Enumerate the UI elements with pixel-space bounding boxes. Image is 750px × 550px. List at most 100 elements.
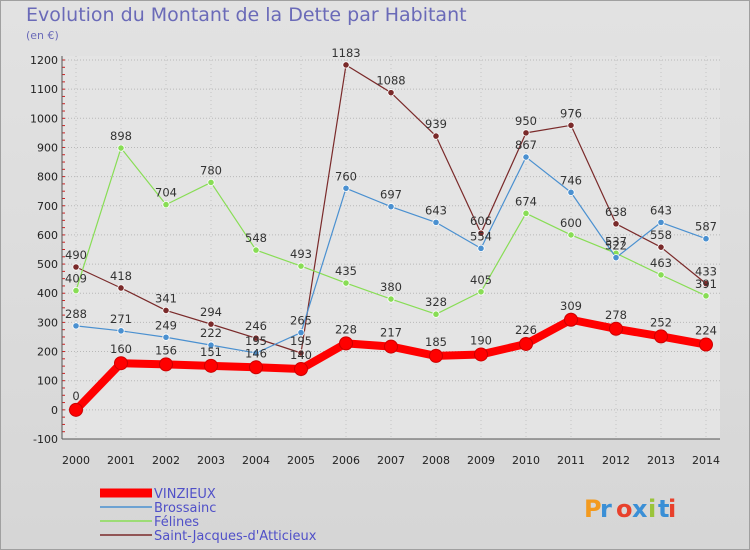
legend-label: Félines bbox=[154, 515, 199, 530]
data-point bbox=[387, 89, 395, 97]
data-label: 537 bbox=[605, 234, 627, 248]
data-point bbox=[702, 280, 710, 288]
data-label: 697 bbox=[380, 188, 402, 202]
data-point bbox=[342, 279, 350, 287]
data-label: 195 bbox=[245, 334, 267, 348]
data-label: 252 bbox=[650, 315, 672, 329]
data-point bbox=[339, 336, 353, 351]
data-label: 224 bbox=[695, 324, 717, 338]
logo-letter: i bbox=[668, 495, 676, 523]
data-point bbox=[432, 132, 440, 140]
data-label: 674 bbox=[515, 194, 537, 208]
x-tick-label: 2008 bbox=[422, 454, 450, 467]
data-point bbox=[702, 235, 710, 243]
data-point bbox=[612, 220, 620, 228]
data-label: 490 bbox=[65, 248, 87, 262]
data-label: 939 bbox=[425, 117, 447, 131]
data-label: 600 bbox=[560, 216, 582, 230]
data-label: 217 bbox=[380, 326, 402, 340]
data-label: 558 bbox=[650, 228, 672, 242]
data-label: 309 bbox=[560, 299, 582, 313]
data-point bbox=[567, 121, 575, 129]
y-tick-label: -100 bbox=[33, 433, 58, 446]
y-tick-label: 600 bbox=[37, 229, 58, 242]
data-point bbox=[387, 203, 395, 211]
y-tick-label: 900 bbox=[37, 141, 58, 154]
data-label: 380 bbox=[380, 280, 402, 294]
y-tick-label: 100 bbox=[37, 375, 58, 388]
y-tick-label: 700 bbox=[37, 200, 58, 213]
logo-letter: i bbox=[648, 495, 656, 523]
data-point bbox=[342, 184, 350, 192]
logo-letter: P bbox=[584, 495, 602, 523]
data-label: 587 bbox=[695, 220, 717, 234]
y-tick-label: 300 bbox=[37, 316, 58, 329]
data-point bbox=[117, 284, 125, 292]
y-tick-label: 0 bbox=[51, 404, 58, 417]
data-label: 1183 bbox=[331, 46, 360, 60]
data-label: 140 bbox=[290, 348, 312, 362]
data-point bbox=[69, 402, 83, 417]
data-label: 780 bbox=[200, 163, 222, 177]
y-tick-label: 500 bbox=[37, 258, 58, 271]
data-label: 418 bbox=[110, 269, 132, 283]
legend-label: Saint-Jacques-d'Atticieux bbox=[154, 529, 317, 544]
data-point bbox=[432, 218, 440, 226]
data-label: 704 bbox=[155, 186, 177, 200]
data-point bbox=[249, 360, 263, 375]
data-point bbox=[297, 328, 305, 337]
data-point bbox=[297, 262, 305, 270]
data-label: 195 bbox=[290, 334, 312, 348]
data-point bbox=[117, 327, 125, 335]
data-point bbox=[657, 243, 665, 251]
data-label: 435 bbox=[335, 264, 357, 278]
data-point bbox=[522, 153, 530, 161]
data-label: 554 bbox=[470, 229, 492, 243]
data-point bbox=[297, 349, 305, 357]
data-label: 638 bbox=[605, 205, 627, 219]
data-label: 190 bbox=[470, 333, 492, 347]
data-point bbox=[477, 244, 485, 252]
data-label: 278 bbox=[605, 308, 627, 322]
data-point bbox=[522, 129, 530, 137]
plot-area bbox=[62, 56, 720, 439]
data-label: 391 bbox=[695, 277, 717, 291]
data-label: 271 bbox=[110, 312, 132, 326]
data-point bbox=[72, 322, 80, 330]
data-label: 548 bbox=[245, 231, 267, 245]
data-point bbox=[699, 337, 713, 352]
y-tick-label: 400 bbox=[37, 287, 58, 300]
data-label: 606 bbox=[470, 214, 492, 228]
data-point bbox=[612, 254, 620, 262]
data-point bbox=[207, 341, 215, 349]
data-label: 643 bbox=[650, 203, 672, 217]
data-point bbox=[567, 188, 575, 196]
data-label: 1088 bbox=[376, 74, 405, 88]
data-point bbox=[252, 334, 260, 342]
data-point bbox=[162, 306, 170, 315]
y-tick-label: 200 bbox=[37, 346, 58, 359]
y-tick-label: 800 bbox=[37, 171, 58, 184]
data-point bbox=[252, 246, 260, 254]
data-point bbox=[72, 287, 80, 295]
data-point bbox=[654, 329, 668, 344]
y-tick-label: 1100 bbox=[30, 83, 58, 96]
legend: VINZIEUXBrossaincFélinesSaint-Jacques-d'… bbox=[100, 487, 317, 544]
data-labels: 0 160 156 151 146 140 228 217 185 190 226 309 278 252… bbox=[65, 46, 717, 403]
x-tick-label: 2001 bbox=[107, 454, 135, 467]
data-label: 522 bbox=[605, 239, 627, 253]
data-label: 493 bbox=[290, 247, 312, 261]
data-label: 405 bbox=[470, 273, 492, 287]
data-label: 643 bbox=[425, 203, 447, 217]
data-label: 222 bbox=[200, 326, 222, 340]
data-point bbox=[609, 321, 623, 336]
data-label: 146 bbox=[245, 346, 267, 360]
data-point bbox=[294, 362, 308, 377]
data-label: 746 bbox=[560, 173, 582, 187]
x-tick-label: 2013 bbox=[647, 454, 675, 467]
x-tick-label: 2003 bbox=[197, 454, 225, 467]
data-label: 328 bbox=[425, 295, 447, 309]
legend-label: VINZIEUX bbox=[154, 487, 216, 502]
x-tick-label: 2012 bbox=[602, 454, 630, 467]
